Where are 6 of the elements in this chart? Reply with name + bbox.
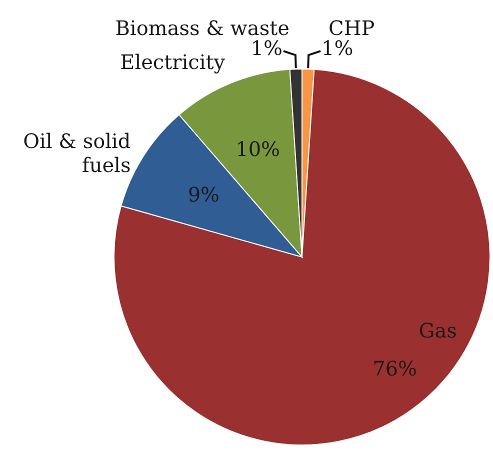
- data-label: 9%: [188, 182, 220, 206]
- slice-label: Electricity: [120, 50, 226, 74]
- data-label: 76%: [372, 356, 418, 380]
- slice-label: Oil & solid fuels: [23, 128, 131, 177]
- data-label: 10%: [236, 137, 280, 162]
- slice-label: Gas: [418, 318, 457, 343]
